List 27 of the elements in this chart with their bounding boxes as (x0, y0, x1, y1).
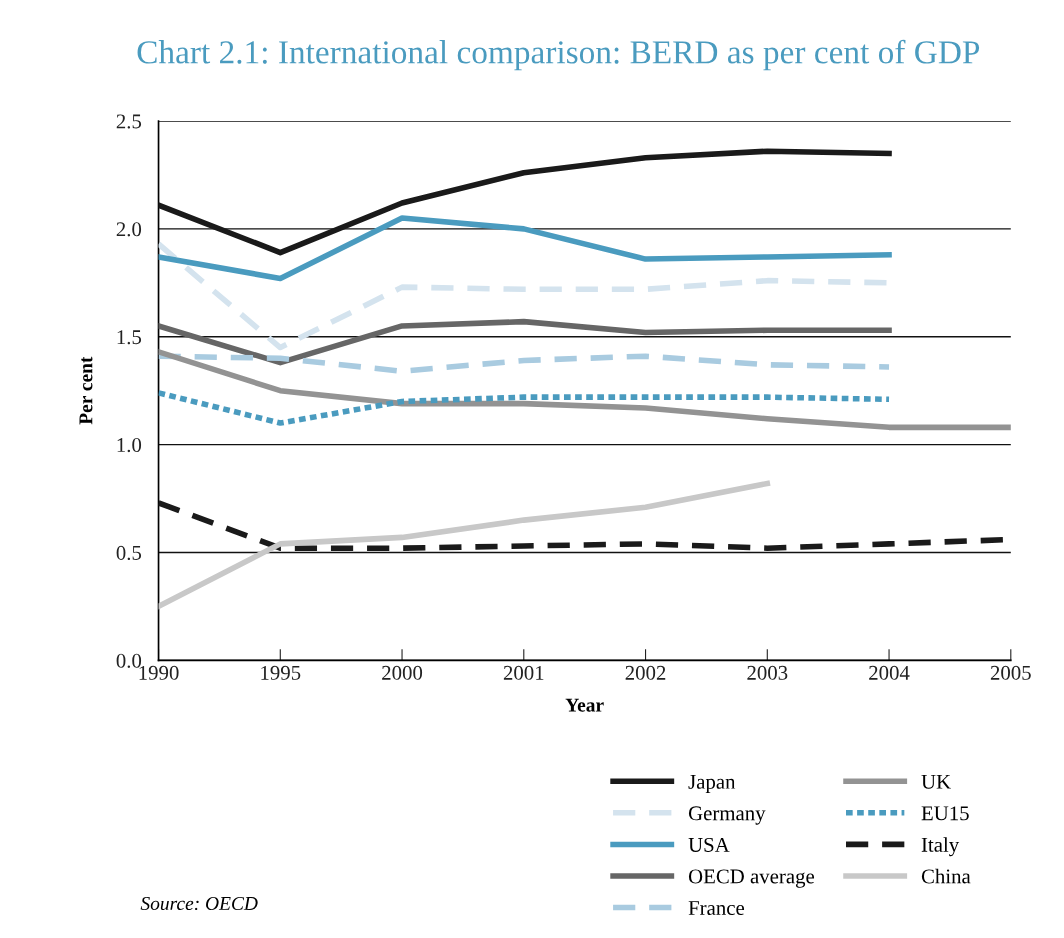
legend-label: UK (921, 774, 951, 789)
y-tick-label: 2.5 (116, 114, 142, 129)
x-tick-label: 2001 (503, 665, 544, 680)
legend-label: France (688, 901, 745, 916)
x-tick-label: 1995 (261, 665, 301, 680)
legend-label: Italy (921, 837, 960, 857)
x-tick-label: 2005 (990, 665, 1031, 680)
y-tick-label: 2.0 (116, 222, 142, 237)
y-axis-title: Per cent (79, 356, 93, 425)
source-note: Source: OECD (140, 896, 258, 911)
x-tick-label: 2002 (625, 665, 666, 680)
legend-label: OECD average (688, 869, 815, 888)
y-tick-label: 1.5 (117, 330, 142, 345)
legend-label: USA (688, 837, 730, 852)
y-tick-label: 1.0 (117, 437, 142, 453)
legend-label: Germany (688, 806, 766, 825)
chart-title: Chart 2.1: International comparison: BERD as per cent of GDP (137, 39, 980, 71)
x-tick-label: 1990 (139, 665, 179, 680)
x-axis-title: Year (565, 698, 604, 712)
y-tick-label: 0.0 (116, 653, 142, 668)
legend-label: China (921, 868, 971, 884)
legend-label: EU15 (921, 806, 969, 821)
legend-label: Japan (688, 774, 736, 794)
x-tick-label: 2004 (869, 665, 910, 680)
x-tick-label: 2003 (747, 665, 788, 680)
y-tick-label: 0.5 (116, 545, 142, 561)
x-tick-label: 2000 (382, 665, 423, 680)
